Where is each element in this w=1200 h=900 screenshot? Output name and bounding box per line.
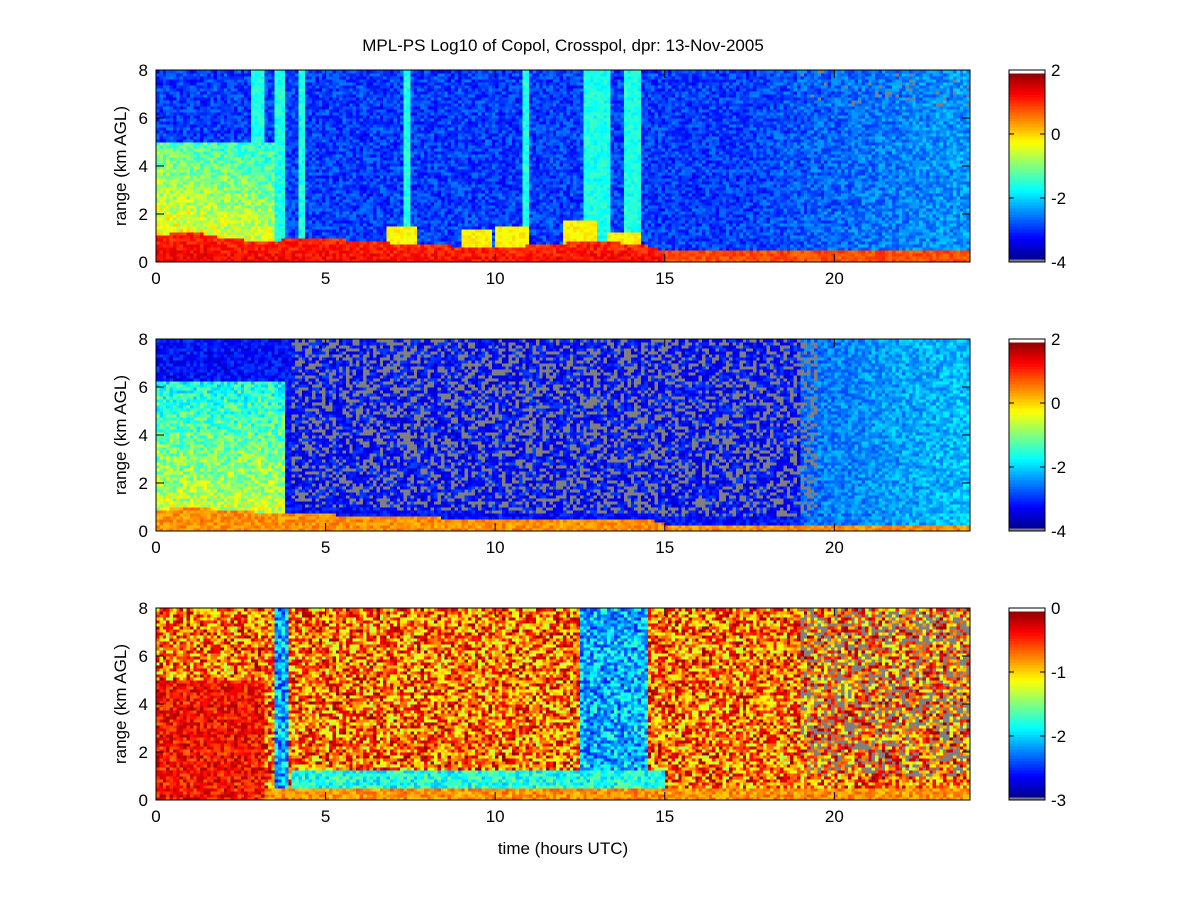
colorbar-tick-label: 0 bbox=[1051, 125, 1060, 144]
x-tick-label: 5 bbox=[321, 269, 330, 288]
y-tick-label: 8 bbox=[139, 330, 148, 349]
heatmap-dpr bbox=[156, 608, 971, 801]
y-tick-label: 2 bbox=[139, 474, 148, 493]
heatmap-crosspol bbox=[156, 339, 971, 532]
y-tick-label: 2 bbox=[139, 743, 148, 762]
x-tick-label: 10 bbox=[486, 807, 505, 826]
colorbar-tick-label: -1 bbox=[1051, 663, 1066, 682]
y-tick-label: 8 bbox=[139, 599, 148, 618]
y-tick-label: 6 bbox=[139, 378, 148, 397]
x-tick-label: 5 bbox=[321, 538, 330, 557]
x-tick-label: 0 bbox=[151, 538, 160, 557]
y-tick-label: 0 bbox=[139, 522, 148, 541]
x-tick-label: 20 bbox=[825, 807, 844, 826]
colorbar-tick-label: -2 bbox=[1051, 189, 1066, 208]
colorbar-tick-label: -4 bbox=[1051, 522, 1066, 541]
x-axis-label: time (hours UTC) bbox=[498, 839, 628, 858]
y-tick-label: 6 bbox=[139, 109, 148, 128]
colorbar-copol bbox=[1009, 70, 1045, 263]
y-tick-label: 4 bbox=[139, 157, 148, 176]
x-tick-label: 15 bbox=[655, 538, 674, 557]
y-tick-label: 2 bbox=[139, 205, 148, 224]
y-axis-label: range (km AGL) bbox=[111, 106, 130, 226]
colorbar-tick-label: 0 bbox=[1051, 599, 1060, 618]
x-tick-label: 5 bbox=[321, 807, 330, 826]
colorbar-tick-label: -4 bbox=[1051, 253, 1066, 272]
colorbar-crosspol bbox=[1009, 339, 1045, 532]
colorbar-tick-label: 2 bbox=[1051, 61, 1060, 80]
x-tick-label: 15 bbox=[655, 807, 674, 826]
x-tick-label: 10 bbox=[486, 538, 505, 557]
colorbar-tick-label: 2 bbox=[1051, 330, 1060, 349]
x-tick-label: 15 bbox=[655, 269, 674, 288]
colorbar-dpr bbox=[1009, 608, 1045, 801]
y-axis-label: range (km AGL) bbox=[111, 644, 130, 764]
colorbar-tick-label: -3 bbox=[1051, 791, 1066, 810]
figure-title: MPL-PS Log10 of Copol, Crosspol, dpr: 13… bbox=[362, 36, 764, 55]
x-tick-label: 0 bbox=[151, 807, 160, 826]
y-tick-label: 8 bbox=[139, 61, 148, 80]
x-tick-label: 10 bbox=[486, 269, 505, 288]
x-tick-label: 20 bbox=[825, 538, 844, 557]
y-tick-label: 0 bbox=[139, 253, 148, 272]
panel-dpr: 0 5 10 15 20 0 2 4 6 8 range (km AGL) 0 -1 -2 -3 bbox=[111, 599, 1066, 826]
colorbar-tick-label: -2 bbox=[1051, 458, 1066, 477]
y-tick-label: 4 bbox=[139, 426, 148, 445]
x-tick-label: 20 bbox=[825, 269, 844, 288]
y-tick-label: 4 bbox=[139, 695, 148, 714]
x-tick-label: 0 bbox=[151, 269, 160, 288]
heatmap-copol bbox=[156, 70, 971, 263]
colorbar-tick-label: 0 bbox=[1051, 394, 1060, 413]
y-tick-label: 6 bbox=[139, 647, 148, 666]
y-tick-label: 0 bbox=[139, 791, 148, 810]
colorbar-tick-label: -2 bbox=[1051, 727, 1066, 746]
y-axis-label: range (km AGL) bbox=[111, 375, 130, 495]
